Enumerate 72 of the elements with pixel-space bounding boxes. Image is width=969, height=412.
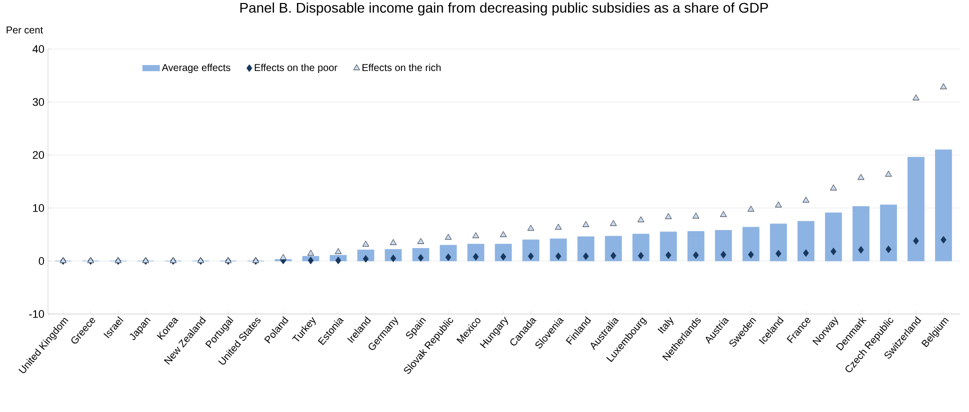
point (748, 250, 754, 258)
bar (797, 221, 814, 262)
point (775, 202, 782, 208)
legend-label: Effects on the rich (362, 64, 441, 72)
chart-title: Panel B. Disposable income gain from decreasing public subsidies as a share of GDP (240, 2, 768, 16)
point (582, 221, 590, 227)
point (334, 248, 342, 254)
point (885, 170, 892, 177)
point (500, 231, 507, 238)
bar (880, 204, 897, 262)
point (940, 83, 947, 90)
legend-label: Effects on the poor (254, 64, 338, 74)
bar (714, 230, 732, 262)
point (912, 94, 920, 100)
bar (550, 238, 567, 262)
bar (770, 224, 787, 262)
point (610, 252, 616, 260)
point (610, 220, 617, 226)
point (582, 252, 589, 260)
point (803, 249, 809, 257)
point (528, 224, 534, 231)
bar (522, 240, 540, 262)
point (280, 254, 287, 260)
point (638, 216, 644, 222)
bar (825, 212, 842, 262)
point (858, 174, 864, 180)
bar (742, 226, 760, 262)
y-tick-label: 0 (38, 257, 44, 265)
bar (632, 234, 650, 262)
point (776, 250, 782, 258)
bar (908, 156, 924, 262)
point (390, 239, 397, 245)
bar (494, 244, 512, 262)
point (748, 206, 754, 212)
point (665, 213, 672, 220)
point (638, 252, 644, 260)
point (417, 238, 424, 244)
point (913, 237, 919, 245)
point (444, 234, 452, 240)
point (308, 256, 314, 264)
point (693, 251, 699, 259)
y-tick-label: 40 (32, 45, 44, 53)
y-axis-title: Per cent (6, 26, 43, 34)
bar (604, 236, 622, 262)
bar (935, 150, 952, 262)
bar (577, 236, 594, 262)
point (802, 196, 810, 203)
y-tick-label: 30 (32, 98, 44, 106)
point (335, 256, 342, 264)
point (886, 246, 892, 254)
y-tick-label: 10 (33, 204, 44, 212)
bar (852, 206, 870, 262)
point (555, 224, 562, 230)
point (830, 184, 837, 190)
point (830, 248, 836, 256)
point (555, 252, 562, 260)
bar (687, 231, 704, 262)
point (692, 212, 700, 218)
legend-label: Average effects (162, 64, 230, 74)
bar (467, 244, 484, 262)
y-tick-label: -10 (29, 310, 44, 318)
point (858, 246, 864, 254)
bar (660, 232, 677, 262)
point (940, 236, 946, 244)
point (528, 252, 534, 260)
point (665, 251, 672, 259)
point (720, 211, 727, 217)
point (472, 232, 480, 238)
point (362, 240, 370, 247)
y-tick-label: 20 (32, 151, 44, 159)
point (720, 250, 726, 258)
point (307, 250, 314, 256)
